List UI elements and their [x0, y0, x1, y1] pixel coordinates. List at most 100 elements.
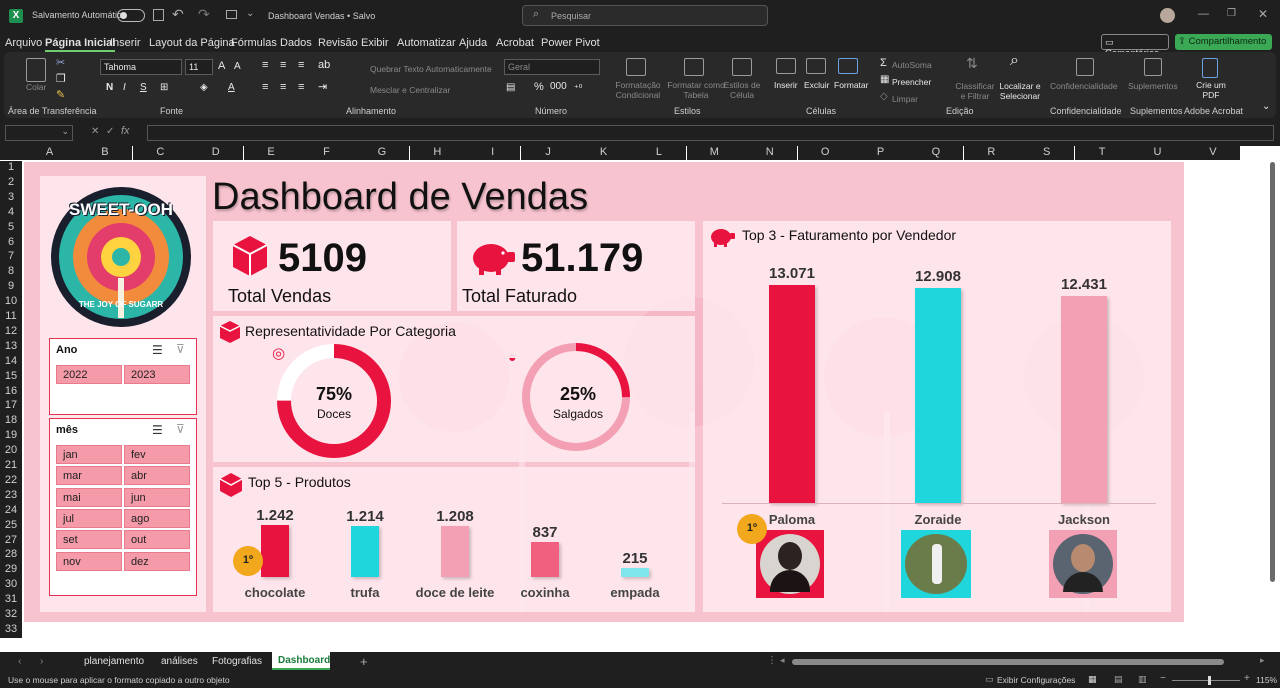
column-header[interactable]: R: [963, 146, 1019, 160]
column-header[interactable]: N: [742, 146, 798, 160]
next-sheet-icon[interactable]: ›: [40, 656, 44, 667]
create-pdf-button[interactable]: Crie um PDF: [1196, 80, 1226, 100]
row-header[interactable]: 6: [0, 235, 22, 251]
column-header[interactable]: B: [77, 146, 133, 160]
column-header[interactable]: M: [686, 146, 742, 160]
column-header[interactable]: V: [1185, 146, 1241, 160]
format-painter-icon[interactable]: ✎: [56, 89, 66, 101]
menu-revisao[interactable]: Revisão: [318, 37, 358, 49]
autosum-button[interactable]: AutoSoma: [892, 60, 932, 70]
menu-ajuda[interactable]: Ajuda: [459, 37, 488, 49]
user-avatar[interactable]: [1160, 8, 1175, 23]
row-header[interactable]: 17: [0, 399, 22, 415]
row-header[interactable]: 4: [0, 205, 22, 221]
row-header[interactable]: 21: [0, 459, 22, 474]
font-name-select[interactable]: Tahoma: [100, 59, 182, 75]
align-top-icon[interactable]: ≡: [262, 59, 269, 71]
page-break-icon[interactable]: ▥: [1138, 674, 1147, 684]
row-header[interactable]: 13: [0, 339, 22, 355]
clear-icon[interactable]: ◇: [880, 91, 888, 102]
addins-button[interactable]: Suplementos: [1128, 81, 1178, 91]
row-header[interactable]: 18: [0, 414, 22, 430]
row-header[interactable]: 31: [0, 593, 22, 609]
cancel-formula-icon[interactable]: ✕: [91, 126, 100, 137]
redo-icon[interactable]: ↷: [198, 6, 210, 22]
autosave-toggle[interactable]: [117, 9, 145, 22]
column-header[interactable]: Q: [908, 146, 964, 160]
underline-button[interactable]: S: [140, 82, 147, 93]
addins-icon[interactable]: [1144, 58, 1162, 76]
sort-filter-button[interactable]: Classificar e Filtrar: [955, 81, 995, 101]
zoom-in-icon[interactable]: +: [1244, 673, 1250, 684]
font-color-icon[interactable]: A: [228, 82, 235, 93]
column-header[interactable]: I: [465, 146, 521, 160]
column-header[interactable]: D: [188, 146, 244, 160]
row-header[interactable]: 8: [0, 265, 22, 281]
conditional-format-icon[interactable]: [626, 58, 646, 76]
menu-arquivo[interactable]: Arquivo: [5, 37, 43, 49]
decimal-icon[interactable]: ⁺⁰: [574, 83, 583, 93]
row-header[interactable]: 28: [0, 548, 22, 564]
column-header[interactable]: T: [1074, 146, 1130, 160]
menu-exibir[interactable]: Exibir: [361, 37, 389, 49]
sensitivity-icon[interactable]: [1076, 58, 1094, 76]
menu-automatizar[interactable]: Automatizar: [397, 37, 456, 49]
column-header[interactable]: E: [243, 146, 299, 160]
zoom-level[interactable]: 115%: [1256, 675, 1278, 685]
save-icon[interactable]: [153, 9, 164, 21]
row-header[interactable]: 3: [0, 190, 22, 206]
row-header[interactable]: 22: [0, 473, 22, 489]
close-icon[interactable]: ✕: [1258, 7, 1269, 21]
delete-cells-icon[interactable]: [806, 58, 826, 74]
column-header[interactable]: U: [1130, 146, 1185, 160]
menu-layout[interactable]: Layout da Página: [149, 37, 235, 49]
customize-qat-icon[interactable]: ⌄: [246, 8, 255, 19]
page-layout-icon[interactable]: ▤: [1114, 674, 1123, 684]
cell-styles-button[interactable]: Estilos de Célula: [723, 80, 761, 100]
font-size-select[interactable]: 11: [185, 59, 213, 75]
fill-button[interactable]: Preencher: [892, 77, 932, 87]
menu-inserir[interactable]: Inserir: [110, 37, 141, 49]
insert-cells-button[interactable]: Inserir: [774, 80, 798, 90]
column-header[interactable]: S: [1019, 146, 1075, 160]
fill-color-icon[interactable]: ◈: [200, 82, 208, 93]
paste-icon[interactable]: [26, 58, 46, 82]
column-header[interactable]: O: [797, 146, 853, 160]
comma-icon[interactable]: 000: [550, 81, 567, 92]
align-left-icon[interactable]: ≡: [262, 81, 269, 93]
column-header[interactable]: J: [520, 146, 576, 160]
row-header[interactable]: 1: [0, 161, 22, 176]
row-header[interactable]: 9: [0, 280, 22, 296]
column-header[interactable]: P: [853, 146, 908, 160]
add-sheet-button[interactable]: +: [360, 654, 368, 669]
row-header[interactable]: 23: [0, 488, 22, 504]
align-bottom-icon[interactable]: ≡: [298, 59, 305, 71]
sensitivity-button[interactable]: Confidencialidade: [1050, 81, 1118, 91]
row-header[interactable]: 5: [0, 220, 22, 236]
horizontal-scrollbar[interactable]: [792, 659, 1224, 665]
row-header[interactable]: 16: [0, 384, 22, 400]
fill-icon[interactable]: ▦: [880, 74, 890, 85]
shrink-font-icon[interactable]: A: [234, 61, 241, 72]
menu-power-pivot[interactable]: Power Pivot: [541, 37, 600, 49]
format-cells-icon[interactable]: [838, 58, 858, 74]
row-header[interactable]: 10: [0, 295, 22, 311]
name-box[interactable]: ⌄: [5, 125, 73, 141]
row-header[interactable]: 25: [0, 518, 22, 534]
share-button[interactable]: ⇪ Compartilhamento: [1175, 34, 1272, 50]
row-header[interactable]: 27: [0, 533, 22, 549]
sheet-tab-analises[interactable]: análises: [161, 656, 198, 667]
conditional-format-button[interactable]: Formatação Condicional: [615, 80, 661, 100]
formula-input[interactable]: [147, 125, 1274, 141]
scroll-right-icon[interactable]: ▸: [1260, 655, 1265, 665]
row-header[interactable]: 11: [0, 310, 22, 325]
cell-styles-icon[interactable]: [732, 58, 752, 76]
minimize-icon[interactable]: —: [1198, 8, 1209, 20]
sheet-tab-fotografias[interactable]: Fotografias: [212, 656, 263, 667]
sheet-tab-planejamento[interactable]: planejamento: [84, 656, 145, 667]
find-select-button[interactable]: Localizar e Selecionar: [999, 81, 1041, 101]
create-pdf-icon[interactable]: [1202, 58, 1218, 78]
undo-icon[interactable]: ↶: [172, 6, 184, 22]
normal-view-icon[interactable]: ▦: [1088, 674, 1097, 684]
